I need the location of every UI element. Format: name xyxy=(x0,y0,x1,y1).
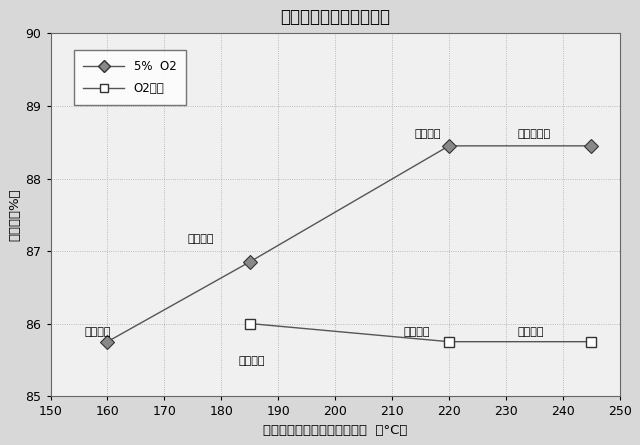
X-axis label: コンディショニング中の温度  （°C）: コンディショニング中の温度 （°C） xyxy=(263,424,407,437)
Legend: 5%  O2, O2なし: 5% O2, O2なし xyxy=(74,50,186,105)
Text: 比較例５: 比較例５ xyxy=(84,327,111,336)
Text: 実施例８: 実施例８ xyxy=(415,129,442,138)
Title: ２４時間での温度の影響: ２４時間での温度の影響 xyxy=(280,8,390,26)
Text: 比較例１: 比較例１ xyxy=(238,356,265,366)
Text: 実施例１２: 実施例１２ xyxy=(517,129,550,138)
Text: 実施例７: 実施例７ xyxy=(187,234,214,244)
Text: 比較例３: 比較例３ xyxy=(517,327,544,336)
Y-axis label: 選択率（%）: 選択率（%） xyxy=(8,188,21,241)
Text: 比較例２: 比較例２ xyxy=(403,327,430,336)
